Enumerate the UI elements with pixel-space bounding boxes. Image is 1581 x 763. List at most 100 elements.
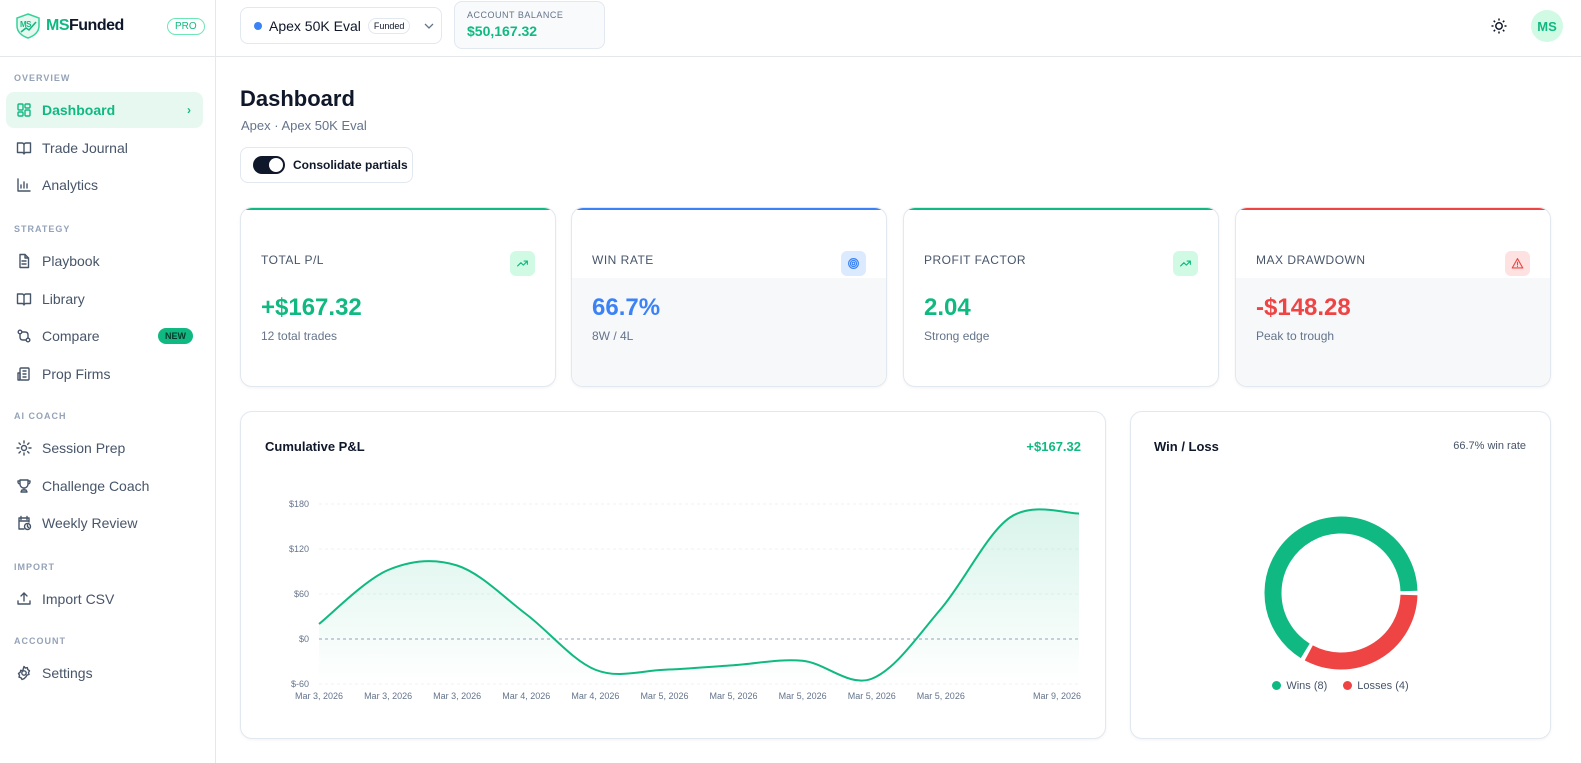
win-loss-donut [1264, 516, 1418, 670]
stat-card-total-p-l: TOTAL P/L +$167.32 12 total trades [240, 207, 556, 387]
sidebar-item-label: Trade Journal [42, 139, 128, 156]
sidebar-item-label: Session Prep [42, 440, 126, 456]
sidebar-item-label: Analytics [42, 177, 99, 194]
x-tick-label: Mar 3, 2026 [295, 691, 343, 701]
book-open-icon [16, 292, 32, 306]
sidebar-item-weekly-review[interactable]: Weekly Review [6, 505, 203, 541]
sidebar-item-label: Prop Firms [42, 366, 111, 383]
stat-value: 66.7% [592, 294, 661, 321]
alert-triangle-icon [1511, 258, 1524, 269]
plan-badge: PRO [167, 18, 205, 35]
toggle-label: Consolidate partials [293, 158, 408, 172]
x-tick-label: Mar 3, 2026 [433, 691, 481, 701]
stat-label: PROFIT FACTOR [924, 253, 1027, 267]
sidebar-item-prop-firms[interactable]: Prop Firms [6, 356, 203, 392]
shield-logo-icon: MS [16, 13, 40, 39]
pnl-line [318, 508, 1080, 682]
cumulative-pnl-chart: $180 $120 $60 $0 $-60 Mar 3, 2026 Mar 3, 2026 M… [289, 499, 1081, 701]
sidebar-item-label: Challenge Coach [42, 477, 150, 494]
legend-wins: Wins (8) [1272, 680, 1327, 692]
donut-slice-wins [1264, 516, 1418, 659]
stat-note: Peak to trough [1256, 329, 1335, 343]
sidebar-item-analytics[interactable]: Analytics [6, 167, 203, 203]
nav-section-label: OVERVIEW [14, 73, 71, 83]
consolidate-partials-toggle[interactable]: Consolidate partials [240, 147, 413, 183]
book-open-icon [16, 141, 32, 155]
toggle-switch[interactable] [253, 156, 285, 174]
account-balance-value: $50,167.32 [467, 23, 538, 39]
area-fill [319, 509, 1079, 684]
target-icon [848, 258, 859, 269]
new-badge: NEW [158, 328, 193, 345]
calendar-clock-icon [18, 516, 32, 531]
logo[interactable]: MS MSFunded [14, 12, 124, 40]
x-tick-label: Mar 5, 2026 [640, 691, 688, 701]
bar-chart-icon [17, 178, 31, 193]
stat-card-profit-factor: PROFIT FACTOR 2.04 Strong edge [903, 207, 1219, 387]
sidebar-item-label: Compare [42, 328, 100, 345]
sidebar-item-challenge-coach[interactable]: Challenge Coach [6, 468, 203, 504]
sidebar-item-playbook[interactable]: Playbook [6, 243, 203, 279]
sidebar-item-session-prep[interactable]: Session Prep [6, 430, 203, 466]
y-tick-label: $0 [299, 634, 309, 644]
y-tick-label: $60 [294, 589, 309, 599]
chart-total: +$167.32 [1026, 439, 1081, 454]
sidebar-item-trade-journal[interactable]: Trade Journal [6, 130, 203, 166]
account-selector[interactable]: Apex 50K Eval Funded [240, 7, 442, 44]
user-avatar[interactable]: MS [1531, 10, 1563, 42]
account-status-dot [254, 21, 262, 30]
stat-note: 8W / 4L [592, 329, 634, 343]
account-status-badge: Funded [367, 17, 411, 34]
x-tick-label: Mar 5, 2026 [848, 691, 896, 701]
x-tick-label: Mar 5, 2026 [917, 691, 965, 701]
account-balance-label: ACCOUNT BALANCE [467, 10, 564, 20]
sidebar: MS MSFunded PRO OVERVIEW Dashboard › Trade … [0, 0, 216, 763]
divider [0, 56, 216, 57]
page-subtitle: Apex · Apex 50K Eval [241, 118, 367, 133]
stat-card-max-drawdown: MAX DRAWDOWN -$148.28 Peak to trough [1235, 207, 1551, 387]
upload-icon [17, 592, 31, 605]
nav-section-label: AI COACH [14, 411, 67, 421]
y-tick-label: $180 [289, 499, 309, 509]
account-name: Apex 50K Eval [269, 17, 361, 34]
x-tick-label: Mar 5, 2026 [710, 691, 758, 701]
sidebar-item-compare[interactable]: Compare NEW [6, 318, 203, 354]
trending-up-icon [1180, 260, 1191, 267]
x-tick-label: Mar 4, 2026 [502, 691, 550, 701]
sidebar-item-label: Import CSV [42, 591, 115, 607]
sidebar-item-settings[interactable]: Settings [6, 655, 203, 691]
sidebar-item-import-csv[interactable]: Import CSV [6, 581, 203, 617]
stat-label: MAX DRAWDOWN [1256, 253, 1366, 267]
cumulative-pnl-panel: Cumulative P&L +$167.32 $180 $120 $60 $0 $-6… [240, 411, 1106, 739]
nav-section-label: ACCOUNT [14, 636, 66, 646]
sidebar-item-label: Weekly Review [42, 515, 138, 532]
win-loss-panel: Win / Loss 66.7% win rate Wins (8) Losse… [1130, 411, 1551, 739]
sidebar-item-library[interactable]: Library [6, 281, 203, 317]
sidebar-item-label: Playbook [42, 253, 100, 269]
sidebar-item-label: Library [42, 290, 85, 307]
trophy-icon [17, 478, 31, 493]
account-balance: ACCOUNT BALANCE $50,167.32 [454, 1, 605, 49]
sidebar-item-dashboard[interactable]: Dashboard › [6, 92, 203, 128]
x-tick-label: Mar 9, 2026 [1033, 691, 1081, 701]
chart-title: Cumulative P&L [265, 439, 365, 454]
y-tick-label: $120 [289, 544, 309, 554]
sidebar-item-label: Settings [42, 665, 93, 681]
sun-icon [16, 440, 32, 456]
theme-toggle-sun-icon[interactable] [1490, 17, 1508, 35]
stat-card-win-rate: WIN RATE 66.7% 8W / 4L [571, 207, 887, 387]
nav-section-label: STRATEGY [14, 224, 71, 234]
win-rate-note: 66.7% win rate [1453, 440, 1526, 452]
win-loss-title: Win / Loss [1154, 439, 1219, 454]
legend-losses: Losses (4) [1343, 680, 1409, 692]
brand-prefix: MS [46, 17, 70, 34]
stat-value: -$148.28 [1256, 294, 1351, 321]
stat-note: 12 total trades [261, 329, 338, 343]
stat-label: WIN RATE [592, 253, 654, 267]
x-tick-label: Mar 4, 2026 [571, 691, 619, 701]
stat-note: Strong edge [924, 329, 990, 343]
sidebar-item-label: Dashboard [42, 102, 116, 118]
y-tick-label: $-60 [291, 679, 309, 689]
brand-suffix: Funded [69, 17, 124, 34]
top-bar: Apex 50K Eval Funded ACCOUNT BALANCE $50… [216, 0, 1581, 57]
